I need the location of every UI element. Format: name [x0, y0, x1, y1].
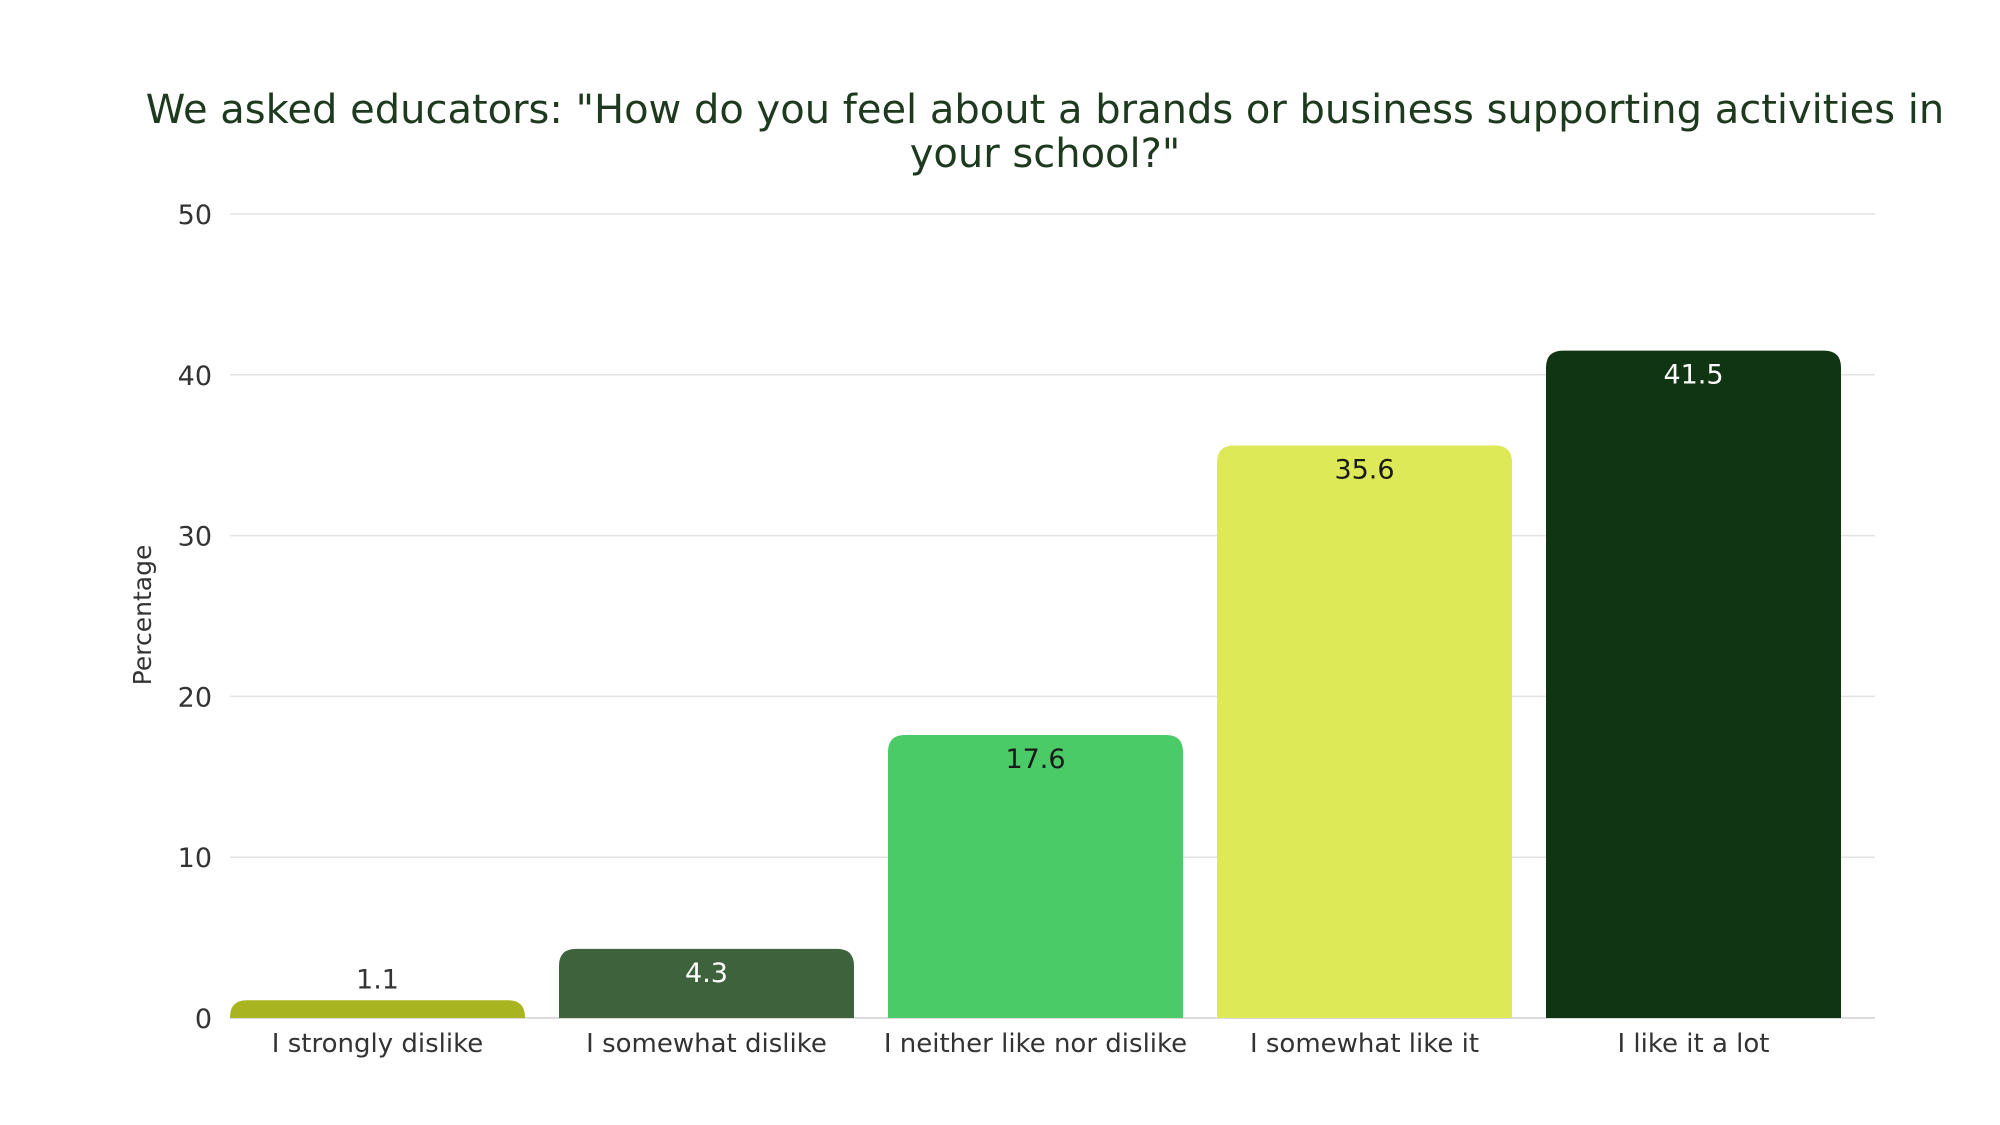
bar	[230, 1000, 525, 1018]
y-tick-label: 0	[195, 1004, 212, 1035]
x-category-label: I like it a lot	[1618, 1029, 1770, 1059]
chart-title: We asked educators: "How do you feel abo…	[146, 87, 1944, 177]
y-tick-label: 30	[178, 522, 212, 553]
data-label: 41.5	[1663, 360, 1723, 391]
y-tick-label: 20	[178, 682, 212, 713]
x-category-label: I neither like nor dislike	[884, 1029, 1187, 1059]
y-tick-label: 50	[178, 200, 212, 231]
data-label: 4.3	[685, 958, 728, 989]
x-category-label: I somewhat dislike	[586, 1029, 827, 1059]
x-axis-labels: I strongly dislike I somewhat dislike I ne…	[272, 1029, 1770, 1059]
chart-title-line: your school?"	[910, 131, 1181, 177]
bars: 1.1 4.3 17.6 35.6 41.5	[230, 350, 1841, 1018]
data-label: 35.6	[1334, 455, 1394, 486]
bar	[888, 734, 1183, 1018]
y-axis-title: Percentage	[128, 545, 157, 686]
data-label: 17.6	[1005, 744, 1065, 775]
x-category-label: I strongly dislike	[272, 1029, 483, 1059]
bar	[559, 948, 854, 1018]
y-tick-label: 40	[178, 361, 212, 392]
data-label: 1.1	[356, 964, 399, 995]
bar	[1217, 445, 1512, 1018]
x-category-label: I somewhat like it	[1250, 1029, 1479, 1059]
y-tick-label: 10	[178, 843, 212, 874]
chart-title-line: We asked educators: "How do you feel abo…	[146, 87, 1944, 133]
bar	[1546, 350, 1841, 1018]
y-axis-ticks: 0 10 20 30 40 50	[178, 200, 212, 1035]
